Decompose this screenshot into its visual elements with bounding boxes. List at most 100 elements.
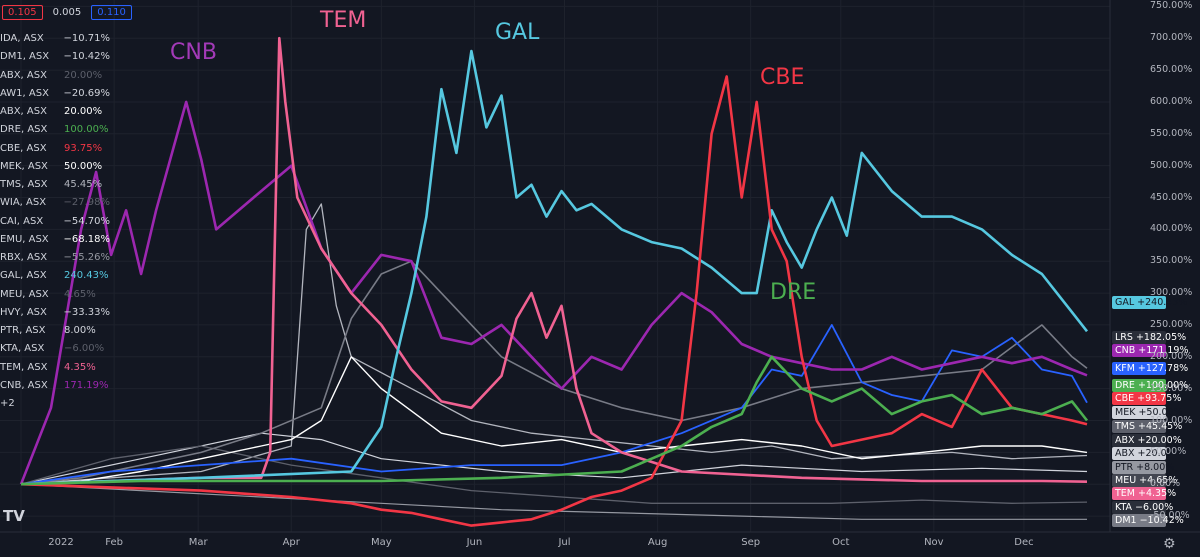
annotation-cnb: CNB (170, 40, 217, 65)
legend-symbol: DRE, ASX (0, 124, 48, 136)
legend-symbol: CBE, ASX (0, 142, 47, 154)
series-line-kfm (20, 323, 1088, 486)
legend-value: 45.45% (64, 179, 103, 190)
annotation-dre: DRE (770, 280, 817, 305)
x-tick-label: Sep (741, 537, 761, 548)
legend-row[interactable]: MEU, ASX 4.65% (0, 286, 110, 304)
x-tick-label: May (371, 537, 392, 548)
y-tick-label: 450.00% (1150, 191, 1193, 203)
legend-value: −10.42% (63, 51, 110, 63)
legend-value: 240.43% (64, 270, 109, 282)
chart-grid (0, 0, 1110, 532)
legend-symbol: RBX, ASX (0, 252, 48, 263)
legend-row[interactable]: GAL, ASX 240.43% (0, 267, 110, 285)
legend-row[interactable]: PTR, ASX 8.00% (0, 322, 110, 340)
legend-value: −55.26% (63, 252, 110, 263)
x-tick-label: Jul (558, 537, 571, 548)
legend-symbol: CAI, ASX (0, 215, 44, 227)
x-tick-label: Feb (105, 537, 123, 548)
price-tag-cbe: CBE +93.75% (1112, 392, 1181, 405)
legend-symbol: WIA, ASX (0, 197, 47, 209)
legend-symbol: ABX, ASX (0, 69, 47, 81)
legend-value: −54.70% (63, 215, 110, 227)
legend-row[interactable]: KTA, ASX −6.00% (0, 340, 110, 358)
legend-value: 100.00% (64, 124, 109, 136)
legend-symbol: +2 (0, 398, 15, 409)
legend-row[interactable]: DM1, ASX −10.42% (0, 48, 110, 66)
price-tag-dre: DRE +100.00% (1112, 379, 1188, 392)
y-tick-label: 50.00% (1150, 446, 1187, 458)
legend-value: −20.69% (63, 87, 110, 99)
legend-row[interactable]: TMS, ASX 45.45% (0, 176, 110, 194)
legend-value: 4.35% (64, 361, 96, 373)
legend-value: 20.00% (64, 69, 103, 81)
legend-row[interactable]: WIA, ASX −27.98% (0, 194, 110, 212)
legend-row[interactable]: TEM, ASX 4.35% (0, 359, 110, 377)
legend-value: 8.00% (64, 325, 96, 336)
series-line-tem (20, 36, 1088, 486)
price-tag-gal: GAL +240.43% (1112, 296, 1187, 309)
legend-symbol: MEU, ASX (0, 288, 49, 300)
legend-symbol: GAL, ASX (0, 270, 47, 282)
legend-row[interactable]: CBE, ASX 93.75% (0, 140, 110, 158)
legend-row[interactable]: CAI, ASX −54.70% (0, 213, 110, 231)
legend-symbol: TMS, ASX (0, 179, 48, 190)
y-tick-label: 400.00% (1150, 223, 1193, 235)
legend-row[interactable]: ABX, ASX 20.00% (0, 103, 110, 121)
legend-value: 171.19% (64, 379, 109, 391)
tradingview-logo[interactable]: TV (3, 507, 25, 525)
legend-value: −10.71% (63, 33, 110, 44)
legend-value: −6.00% (64, 343, 105, 355)
annotation-cbe: CBE (760, 65, 805, 90)
price-tag-kfm: KFM +127.78% (1112, 362, 1188, 375)
y-tick-label: 550.00% (1150, 127, 1193, 139)
series-line-dre (20, 355, 1089, 486)
settings-gear-icon[interactable]: ⚙ (1163, 536, 1176, 552)
ohlc-boxes: 0.105 0.005 0.110 (2, 5, 132, 20)
y-tick-label: 300.00% (1150, 287, 1193, 299)
annotation-tem: TEM (320, 8, 367, 33)
annotation-gal: GAL (495, 20, 540, 45)
x-tick-label: 2022 (48, 537, 74, 548)
y-tick-label: 650.00% (1150, 64, 1193, 76)
legend-value: −27.98% (63, 197, 110, 209)
legend-symbol: MEK, ASX (0, 160, 48, 172)
legend-row[interactable]: +2 (0, 395, 110, 413)
legend-row[interactable]: HVY, ASX −33.33% (0, 304, 110, 322)
legend-symbol: CNB, ASX (0, 379, 48, 391)
legend-row[interactable]: IDA, ASX −10.71% (0, 30, 110, 48)
legend-row[interactable]: MEK, ASX 50.00% (0, 158, 110, 176)
price-tag-abx: ABX +20.00% (1112, 447, 1182, 460)
y-tick-label: 0.00% (1150, 478, 1181, 490)
y-tick-label: 600.00% (1150, 95, 1193, 107)
legend-value: 93.75% (64, 142, 103, 154)
x-tick-label: Mar (188, 537, 208, 548)
legend-symbol: HVY, ASX (0, 306, 47, 318)
x-tick-label: Apr (282, 537, 300, 548)
legend-symbol: AW1, ASX (0, 87, 49, 99)
chart-series (19, 36, 1089, 527)
price-tag-tms: TMS +45.45% (1112, 420, 1182, 433)
price-tag-kta: KTA −6.00% (1112, 501, 1173, 514)
y-tick-label: 100.00% (1150, 414, 1193, 426)
legend-row[interactable]: EMU, ASX −68.18% (0, 231, 110, 249)
series-line-wia (20, 445, 1088, 504)
x-tick-label: Nov (924, 537, 944, 548)
series-line-cbe (20, 75, 1088, 527)
y-tick-label: 500.00% (1150, 159, 1193, 171)
legend-symbol: TEM, ASX (0, 361, 48, 373)
price-tag-lrs: LRS +182.05% (1112, 331, 1186, 344)
price-tag-mek: MEK +50.00% (1112, 406, 1183, 419)
y-tick-label: 200.00% (1150, 350, 1193, 362)
y-tick-label: 350.00% (1150, 255, 1193, 267)
legend-row[interactable]: DRE, ASX 100.00% (0, 121, 110, 139)
price-tag-tem: TEM +4.35% (1112, 487, 1176, 500)
y-tick-label: -50.00% (1150, 510, 1190, 522)
legend-row[interactable]: ABX, ASX 20.00% (0, 67, 110, 85)
legend-value: −33.33% (63, 306, 110, 318)
legend-row[interactable]: AW1, ASX −20.69% (0, 85, 110, 103)
legend-row[interactable]: RBX, ASX −55.26% (0, 249, 110, 267)
y-tick-label: 250.00% (1150, 318, 1193, 330)
legend-row[interactable]: CNB, ASX 171.19% (0, 377, 110, 395)
